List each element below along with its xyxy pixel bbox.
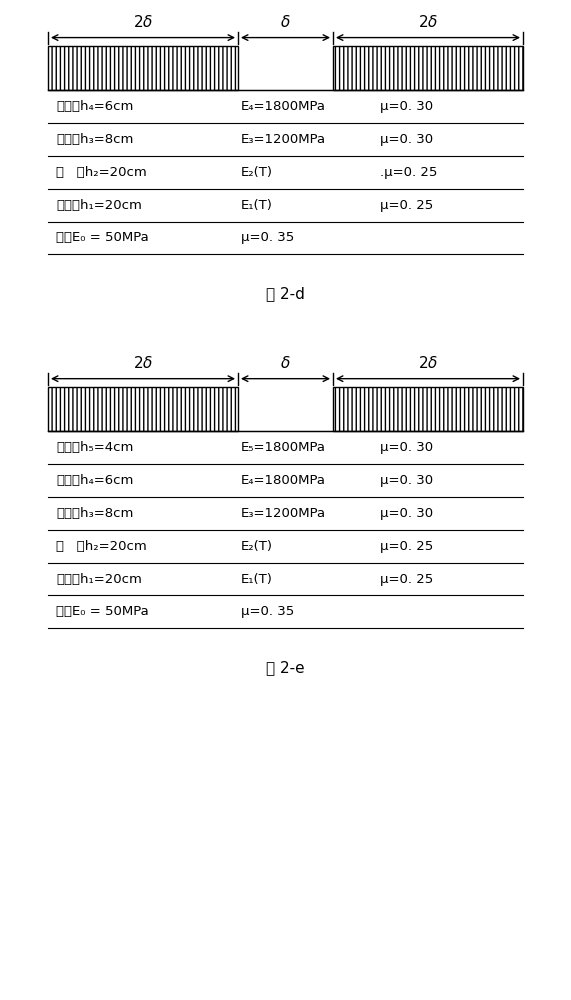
Text: 上面层h₅=4cm: 上面层h₅=4cm (56, 441, 133, 454)
Text: μ=0. 30: μ=0. 30 (380, 133, 433, 146)
Text: E₄=1800MPa: E₄=1800MPa (241, 100, 326, 113)
Text: $2\delta$: $2\delta$ (133, 355, 153, 371)
Text: μ=0. 30: μ=0. 30 (380, 100, 433, 113)
Text: 中面层h₄=6cm: 中面层h₄=6cm (56, 100, 133, 113)
Text: E₂(T): E₂(T) (241, 540, 273, 553)
Text: E₅=1800MPa: E₅=1800MPa (241, 441, 326, 454)
Text: E₁(T): E₁(T) (241, 199, 273, 212)
Text: 土基E₀ = 50MPa: 土基E₀ = 50MPa (56, 605, 148, 618)
Text: E₃=1200MPa: E₃=1200MPa (241, 507, 326, 520)
Text: μ=0. 25: μ=0. 25 (380, 573, 433, 586)
Text: μ=0. 30: μ=0. 30 (380, 474, 433, 487)
Text: μ=0. 25: μ=0. 25 (380, 540, 433, 553)
Text: $2\delta$: $2\delta$ (133, 14, 153, 30)
Text: μ=0. 35: μ=0. 35 (241, 605, 295, 618)
Text: $\delta$: $\delta$ (280, 355, 291, 371)
Text: $2\delta$: $2\delta$ (418, 355, 438, 371)
Text: μ=0. 25: μ=0. 25 (380, 199, 433, 212)
Text: 图 2-d: 图 2-d (266, 287, 305, 302)
Text: 基   层h₂=20cm: 基 层h₂=20cm (56, 166, 147, 179)
Text: μ=0. 30: μ=0. 30 (380, 441, 433, 454)
Text: μ=0. 35: μ=0. 35 (241, 231, 295, 244)
Text: .μ=0. 25: .μ=0. 25 (380, 166, 437, 179)
Text: 中面层h₄=6cm: 中面层h₄=6cm (56, 474, 133, 487)
Text: E₁(T): E₁(T) (241, 573, 273, 586)
Text: E₄=1800MPa: E₄=1800MPa (241, 474, 326, 487)
Text: 图 2-e: 图 2-e (266, 661, 305, 676)
Text: $2\delta$: $2\delta$ (418, 14, 438, 30)
Text: E₂(T): E₂(T) (241, 166, 273, 179)
Bar (333, 46, 523, 90)
Bar (48, 46, 238, 90)
Text: 下面层h₃=8cm: 下面层h₃=8cm (56, 133, 133, 146)
Bar (333, 387, 523, 431)
Text: 底基层h₁=20cm: 底基层h₁=20cm (56, 199, 142, 212)
Text: $\delta$: $\delta$ (280, 14, 291, 30)
Bar (48, 387, 238, 431)
Text: 下面层h₃=8cm: 下面层h₃=8cm (56, 507, 133, 520)
Text: E₃=1200MPa: E₃=1200MPa (241, 133, 326, 146)
Text: 底基层h₁=20cm: 底基层h₁=20cm (56, 573, 142, 586)
Text: 基   层h₂=20cm: 基 层h₂=20cm (56, 540, 147, 553)
Text: 土基E₀ = 50MPa: 土基E₀ = 50MPa (56, 231, 148, 244)
Text: μ=0. 30: μ=0. 30 (380, 507, 433, 520)
